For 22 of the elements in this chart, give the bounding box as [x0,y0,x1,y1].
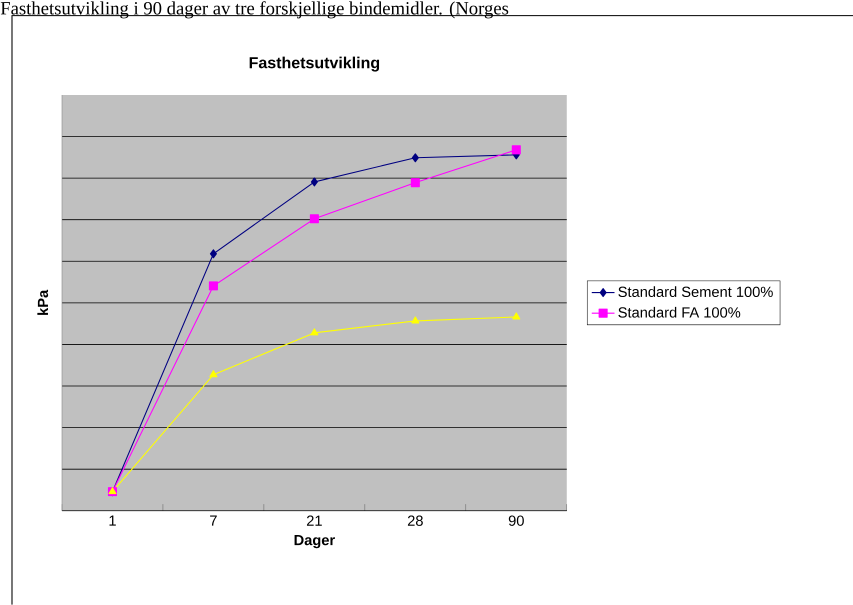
x-axis-title: Dager [294,535,335,548]
text: Fasthetsutvikling i 90 dager av tre forskjellige bindemidler. (Norges [0,1,508,19]
point [210,249,217,258]
point [412,153,419,162]
x-tick-label: 28 [408,516,423,526]
chart-title: Fasthetsutvikling [250,56,380,72]
point [410,178,420,188]
x-tick-label: 21 [306,516,322,526]
x-tick-label: 7 [210,516,217,526]
x-tick-label: 1 [109,516,116,526]
point [512,312,520,320]
legend-label: Standard FA 100% [618,306,740,318]
point [209,370,218,378]
point [310,328,318,336]
point [411,316,420,324]
point [512,145,521,154]
point [310,214,319,224]
y-axis-title: kPa [37,290,48,316]
x-tick-label: 90 [508,516,524,526]
point [208,281,218,291]
point [310,178,318,187]
legend-label: Standard Sement 100% [618,286,773,298]
